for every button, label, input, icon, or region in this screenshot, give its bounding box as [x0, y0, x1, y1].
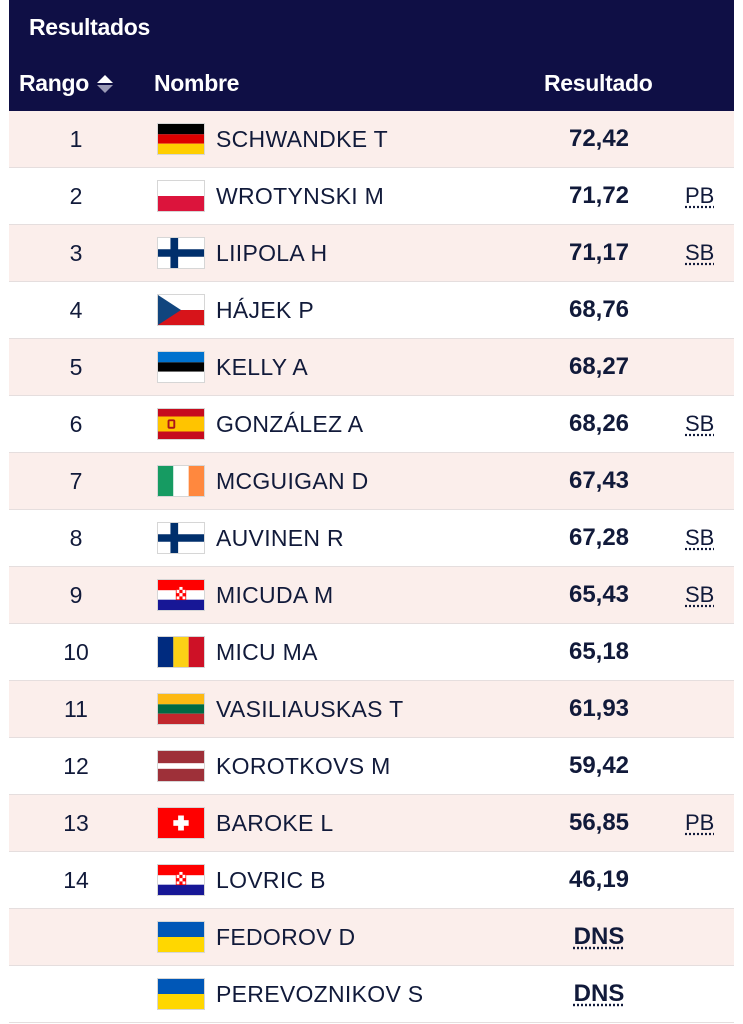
table-row[interactable]: 8 AUVINEN R 67,28 SB — [9, 510, 734, 567]
result-mark[interactable]: DNS — [573, 923, 625, 950]
rank-cell: 12 — [63, 753, 89, 779]
ukraine-flag-icon — [157, 978, 205, 1010]
latvia-flag-icon — [157, 750, 205, 782]
result-mark: 71,72 — [568, 182, 630, 209]
rank-cell: 10 — [63, 639, 89, 665]
table-row[interactable]: 11 VASILIAUSKAS T 61,93 — [9, 681, 734, 738]
table-row[interactable]: 3 LIIPOLA H 71,17 SB — [9, 225, 734, 282]
result-mark: 67,43 — [568, 467, 630, 494]
table-row[interactable]: 4 HÁJEK P 68,76 — [9, 282, 734, 339]
rank-cell: 3 — [69, 240, 83, 266]
table-row[interactable]: PEREVOZNIKOV S DNS — [9, 966, 734, 1023]
athlete-name[interactable]: LIIPOLA H — [216, 240, 328, 266]
table-row[interactable]: FEDOROV D DNS — [9, 909, 734, 966]
result-mark: 56,85 — [568, 809, 630, 836]
result-mark: 65,43 — [568, 581, 630, 608]
results-table-body: 1 SCHWANDKE T 72,42 2 WROTYNSKI M 71,72 PB 3 LII… — [9, 111, 734, 1023]
ukraine-flag-icon — [157, 921, 205, 953]
ireland-flag-icon — [157, 465, 205, 497]
romania-flag-icon — [157, 636, 205, 668]
sort-icon[interactable] — [97, 74, 114, 93]
czechia-flag-icon — [157, 294, 205, 326]
results-panel: Resultados Rango Nombre Resultado 1 SCHWA… — [9, 0, 734, 1024]
table-row[interactable]: 5 KELLY A 68,27 — [9, 339, 734, 396]
results-title: Resultados — [29, 14, 150, 40]
rank-cell: 2 — [69, 183, 83, 209]
table-row[interactable]: 7 MCGUIGAN D 67,43 — [9, 453, 734, 510]
athlete-name[interactable]: MCGUIGAN D — [216, 468, 369, 494]
record-note-badge[interactable]: PB — [685, 183, 715, 208]
rank-column-label: Rango — [19, 70, 90, 96]
rank-cell: 14 — [63, 867, 89, 893]
croatia-flag-icon — [157, 864, 205, 896]
table-row[interactable]: 10 MICU MA 65,18 — [9, 624, 734, 681]
athlete-name[interactable]: MICU MA — [216, 639, 318, 665]
rank-cell: 8 — [69, 525, 83, 551]
result-mark: 61,93 — [568, 695, 630, 722]
result-mark: 68,27 — [568, 353, 630, 380]
spain-flag-icon — [157, 408, 205, 440]
athlete-name[interactable]: PEREVOZNIKOV S — [216, 981, 424, 1007]
germany-flag-icon — [157, 123, 205, 155]
record-note-badge[interactable]: PB — [685, 810, 715, 835]
result-mark: 68,26 — [568, 410, 630, 437]
lithuania-flag-icon — [157, 693, 205, 725]
result-mark: 46,19 — [568, 866, 630, 893]
rank-cell: 1 — [69, 126, 83, 152]
result-mark[interactable]: DNS — [573, 980, 625, 1007]
result-mark: 65,18 — [568, 638, 630, 665]
record-note-badge[interactable]: SB — [685, 411, 715, 436]
result-column-header: Resultado — [544, 70, 653, 96]
table-row[interactable]: 6 GONZÁLEZ A 68,26 SB — [9, 396, 734, 453]
finland-flag-icon — [157, 237, 205, 269]
athlete-name[interactable]: AUVINEN R — [216, 525, 344, 551]
record-note-badge[interactable]: SB — [685, 582, 715, 607]
athlete-name[interactable]: VASILIAUSKAS T — [216, 696, 404, 722]
table-row[interactable]: 2 WROTYNSKI M 71,72 PB — [9, 168, 734, 225]
athlete-name[interactable]: KELLY A — [216, 354, 309, 380]
table-row[interactable]: 9 MICUDA M 65,43 SB — [9, 567, 734, 624]
name-column-header: Nombre — [154, 70, 240, 96]
athlete-name[interactable]: FEDOROV D — [216, 924, 356, 950]
rank-cell: 9 — [69, 582, 83, 608]
table-row[interactable]: 12 KOROTKOVS M 59,42 — [9, 738, 734, 795]
poland-flag-icon — [157, 180, 205, 212]
athlete-name[interactable]: LOVRIC B — [216, 867, 326, 893]
athlete-name[interactable]: KOROTKOVS M — [216, 753, 391, 779]
record-note-badge[interactable]: SB — [685, 240, 715, 265]
rank-cell: 6 — [69, 411, 83, 437]
table-row[interactable]: 1 SCHWANDKE T 72,42 — [9, 111, 734, 168]
result-mark: 71,17 — [568, 239, 630, 266]
result-mark: 59,42 — [568, 752, 630, 779]
athlete-name[interactable]: HÁJEK P — [216, 297, 314, 323]
athlete-name[interactable]: SCHWANDKE T — [216, 126, 388, 152]
rank-cell: 4 — [69, 297, 83, 323]
athlete-name[interactable]: BAROKE L — [216, 810, 334, 836]
rank-cell: 7 — [69, 468, 83, 494]
finland-flag-icon — [157, 522, 205, 554]
result-mark: 67,28 — [568, 524, 630, 551]
athlete-name[interactable]: WROTYNSKI M — [216, 183, 385, 209]
rank-cell: 13 — [63, 810, 89, 836]
athlete-name[interactable]: GONZÁLEZ A — [216, 411, 364, 437]
rank-column-header[interactable]: Rango — [19, 70, 114, 97]
rank-cell: 11 — [64, 696, 88, 722]
rank-cell: 5 — [69, 354, 83, 380]
table-row[interactable]: 13 BAROKE L 56,85 PB — [9, 795, 734, 852]
athlete-name[interactable]: MICUDA M — [216, 582, 334, 608]
croatia-flag-icon — [157, 579, 205, 611]
estonia-flag-icon — [157, 351, 205, 383]
switzerland-flag-icon — [157, 807, 205, 839]
table-row[interactable]: 14 LOVRIC B 46,19 — [9, 852, 734, 909]
result-mark: 68,76 — [568, 296, 630, 323]
result-mark: 72,42 — [568, 125, 630, 152]
results-header: Resultados Rango Nombre Resultado — [9, 0, 734, 111]
record-note-badge[interactable]: SB — [685, 525, 715, 550]
